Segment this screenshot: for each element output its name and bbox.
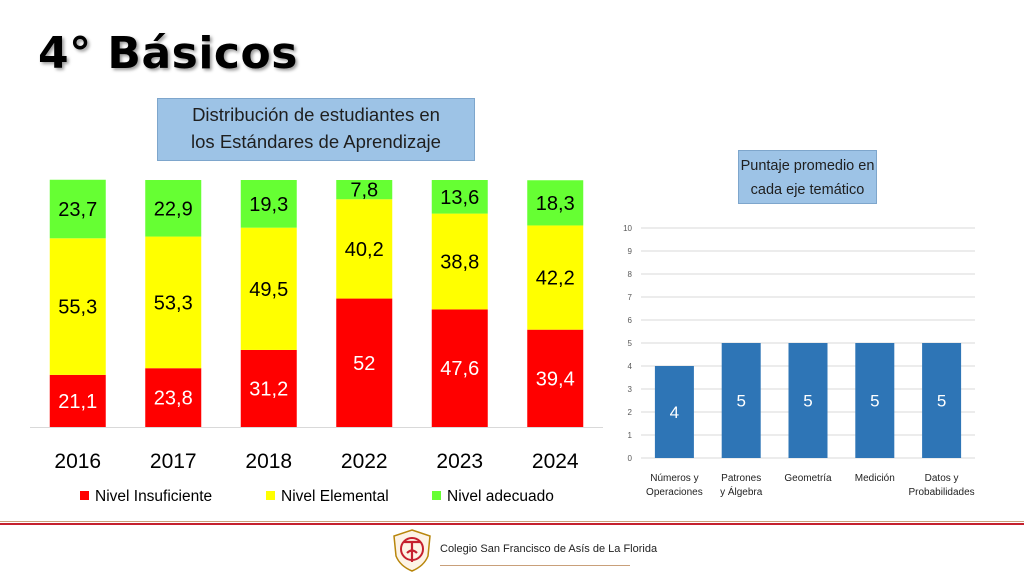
data-label: 31,2: [249, 378, 288, 400]
footer: Colegio San Francisco de Asís de La Flor…: [390, 528, 657, 572]
data-label: 22,9: [154, 198, 193, 220]
legend-label: Nivel Insuficiente: [95, 488, 213, 505]
y-tick-label: 10: [623, 224, 632, 233]
y-tick-label: 4: [628, 362, 633, 371]
bar: [788, 343, 828, 458]
chart1-title-line: los Estándares de Aprendizaje: [191, 131, 441, 152]
x-tick-label: 2017: [150, 450, 197, 473]
x-tick-label: Datos y: [925, 473, 959, 484]
bar-segment: [145, 236, 202, 369]
data-label: 38,8: [440, 252, 479, 274]
school-crest-icon: [393, 529, 431, 572]
chart1-title-box: Distribución de estudiantes en los Están…: [157, 98, 475, 161]
legend-label: Nivel adecuado: [447, 488, 554, 505]
bar-segment: [336, 180, 393, 200]
data-label: 39,4: [536, 368, 575, 390]
data-label: 53,3: [154, 292, 193, 314]
bar-segment: [431, 309, 488, 427]
y-tick-label: 3: [628, 385, 633, 394]
bar: [855, 343, 895, 458]
data-label: 19,3: [249, 194, 288, 216]
data-label: 47,6: [440, 358, 479, 380]
bar-segment: [49, 374, 106, 427]
data-label: 7,8: [350, 180, 378, 202]
chart2-title-line: Puntaje promedio en: [740, 158, 875, 174]
legend-swatch: [432, 491, 441, 500]
legend-swatch: [266, 491, 275, 500]
data-label: 5: [870, 392, 879, 411]
data-label: 13,6: [440, 187, 479, 209]
bar-segment: [49, 179, 106, 239]
legend-item-elemental: Nivel Elemental: [266, 488, 389, 506]
data-label: 21,1: [58, 391, 97, 413]
data-label: 5: [937, 392, 946, 411]
data-label: 40,2: [345, 239, 384, 261]
y-tick-label: 2: [628, 408, 633, 417]
bar: [922, 343, 962, 458]
x-tick-label: Operaciones: [646, 487, 703, 498]
y-tick-label: 7: [628, 293, 633, 302]
bar-segment: [431, 180, 488, 214]
bar-segment: [240, 180, 297, 228]
data-label: 18,3: [536, 193, 575, 215]
data-label: 23,8: [154, 388, 193, 410]
y-tick-label: 1: [628, 431, 633, 440]
x-tick-label: Números y: [650, 473, 698, 484]
data-label: 52: [353, 353, 375, 375]
x-tick-label: 2024: [532, 450, 579, 473]
bar-segment: [336, 298, 393, 427]
bar-segment: [145, 368, 202, 427]
bar-segment: [431, 213, 488, 310]
bar-segment: [336, 199, 393, 299]
y-tick-label: 0: [628, 454, 633, 463]
y-tick-label: 6: [628, 316, 633, 325]
footer-underline: [440, 565, 630, 566]
bar-segment: [527, 180, 584, 226]
x-tick-label: 2018: [245, 450, 292, 473]
x-tick-label: Medición: [855, 473, 895, 484]
bar-segment: [240, 349, 297, 427]
legend-item-adecuado: Nivel adecuado: [432, 488, 554, 506]
x-tick-label: Patrones: [721, 473, 761, 484]
legend-item-insuficiente: Nivel Insuficiente: [80, 488, 212, 506]
x-tick-label: Probabilidades: [909, 487, 975, 498]
bar: [654, 366, 694, 458]
data-label: 55,3: [58, 297, 97, 319]
bar-segment: [49, 238, 106, 375]
footer-divider-red: [0, 523, 1024, 525]
x-tick-label: 2022: [341, 450, 388, 473]
bar-segment: [527, 225, 584, 330]
y-tick-label: 5: [628, 339, 633, 348]
legend-swatch: [80, 491, 89, 500]
data-label: 5: [803, 392, 812, 411]
data-label: 23,7: [58, 199, 97, 221]
footer-divider: [0, 521, 1024, 522]
bar-segment: [145, 180, 202, 237]
data-label: 5: [736, 392, 745, 411]
chart1-title-line: Distribución de estudiantes en: [192, 104, 440, 125]
school-name: Colegio San Francisco de Asís de La Flor…: [440, 543, 658, 555]
chart2-title-line: cada eje temático: [750, 182, 865, 198]
data-label: 42,2: [536, 268, 575, 290]
y-tick-label: 8: [628, 270, 633, 279]
data-label: 49,5: [249, 279, 288, 301]
bar: [721, 343, 761, 458]
y-tick-label: 9: [628, 247, 633, 256]
x-tick-label: Geometría: [784, 473, 832, 484]
x-tick-label: 2023: [436, 450, 483, 473]
x-tick-label: 2016: [54, 450, 101, 473]
data-label: 4: [670, 403, 679, 422]
bar-segment: [240, 227, 297, 350]
chart2-title-box: Puntaje promedio en cada eje temático: [738, 150, 877, 204]
x-tick-label: y Álgebra: [720, 485, 763, 498]
legend-label: Nivel Elemental: [281, 488, 389, 505]
bar-segment: [527, 329, 584, 427]
page-title: 4° Básicos: [38, 28, 298, 79]
